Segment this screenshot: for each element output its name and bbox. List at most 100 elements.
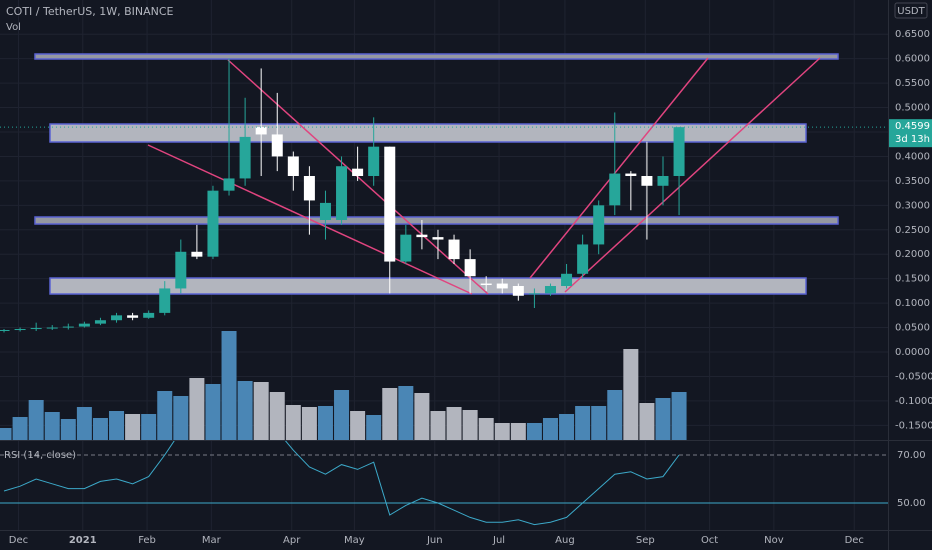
- countdown: 3d 13h: [895, 134, 930, 145]
- candle-body: [544, 286, 556, 294]
- rsi-tick-label: 70.00: [897, 450, 926, 461]
- candle-body: [609, 173, 621, 206]
- candle-body: [111, 315, 123, 321]
- chart-title: COTI / TetherUS, 1W, BINANCE: [6, 5, 174, 18]
- volume-bar: [462, 410, 478, 440]
- volume-bar: [542, 418, 558, 440]
- volume-bar: [414, 393, 430, 440]
- volume-bar: [92, 418, 108, 440]
- last-price-tag: [889, 119, 932, 148]
- volume-bar: [125, 414, 141, 440]
- volume-bar: [189, 378, 205, 440]
- rsi-label: RSI (14, close): [4, 450, 76, 461]
- x-tick-label: Oct: [701, 535, 718, 546]
- x-tick-label: Feb: [138, 535, 156, 546]
- volume-bar: [109, 411, 125, 440]
- volume-bar: [350, 411, 366, 440]
- x-tick-label: Nov: [764, 535, 784, 546]
- x-tick-label: Sep: [636, 535, 655, 546]
- volume-bar: [430, 411, 446, 440]
- currency: USDT: [897, 6, 925, 17]
- candle-body: [94, 320, 106, 324]
- volume-bar: [526, 423, 542, 440]
- rsi-plot: [3, 441, 680, 526]
- candle-body: [175, 251, 187, 289]
- volume-bar: [398, 386, 414, 440]
- candle-body: [14, 329, 26, 331]
- rsi-pane: [0, 441, 888, 526]
- candle-body: [577, 244, 589, 274]
- candle-body: [416, 234, 428, 238]
- candle-body: [319, 202, 331, 220]
- zone: [49, 123, 807, 143]
- candle-body: [207, 190, 219, 257]
- volume-bar: [334, 390, 350, 440]
- volume-bar: [221, 331, 237, 440]
- candle-body: [239, 136, 251, 179]
- last-price-label: 0.4599: [895, 121, 930, 132]
- volume-bar: [655, 398, 671, 440]
- candle-body: [30, 328, 42, 330]
- x-tick-label: May: [344, 535, 365, 546]
- y-tick-label: -0.1500: [895, 420, 932, 431]
- x-tick-label: Apr: [283, 535, 301, 546]
- volume-bar: [478, 418, 494, 440]
- candle-body: [512, 286, 524, 296]
- candle-body: [561, 273, 573, 286]
- x-tick-label: 2021: [69, 535, 97, 546]
- rsi-line: [3, 441, 680, 526]
- volume-bar: [205, 384, 221, 440]
- candle-body: [271, 134, 283, 157]
- volume-bar: [446, 407, 462, 440]
- volume-bar: [301, 407, 317, 440]
- volume-bar: [12, 417, 28, 440]
- x-tick-label: Aug: [555, 535, 575, 546]
- y-tick-label: -0.1000: [895, 396, 932, 407]
- volume-bar: [141, 414, 157, 440]
- candle-body: [625, 173, 637, 176]
- candle-body: [464, 259, 476, 277]
- y-tick-label: 0.6000: [895, 54, 930, 65]
- volume-bar: [269, 392, 285, 440]
- volume-bar: [639, 403, 655, 440]
- candle-body: [46, 327, 58, 329]
- candle-body: [255, 127, 267, 135]
- zone: [34, 53, 839, 60]
- trend-line: [529, 57, 709, 279]
- y-tick-label: 0.0500: [895, 323, 930, 334]
- candle-body: [400, 234, 412, 262]
- candle-body: [384, 146, 396, 262]
- candle-body: [287, 156, 299, 176]
- candle-body: [593, 205, 605, 245]
- x-tick-label: Dec: [845, 535, 864, 546]
- candles: [0, 58, 888, 333]
- volume-bar: [382, 388, 398, 440]
- x-tick-label: Mar: [202, 535, 222, 546]
- candle-body: [496, 283, 508, 289]
- volume-bar: [285, 405, 301, 440]
- volume-bar: [671, 392, 687, 440]
- volume-bar: [253, 382, 269, 440]
- y-tick-label: 0.3500: [895, 176, 930, 187]
- y-tick-label: 0.5500: [895, 78, 930, 89]
- candle-body: [480, 283, 492, 286]
- candle-body: [432, 237, 444, 240]
- y-tick-label: 0.0000: [895, 347, 930, 358]
- volume-bar: [623, 349, 639, 440]
- currency-box: [894, 2, 928, 19]
- volume-bar: [591, 406, 607, 440]
- candle-body: [62, 326, 74, 328]
- candle-body: [127, 315, 139, 318]
- drawings: [34, 53, 839, 295]
- volume-bar: [366, 415, 382, 440]
- candle-body: [641, 176, 653, 186]
- candle-body: [78, 323, 90, 327]
- volume-bar: [237, 381, 253, 440]
- candle-body: [336, 166, 348, 220]
- axes: 0.65000.60000.55000.50000.45000.40000.35…: [9, 29, 932, 546]
- grid: [0, 0, 888, 530]
- candle-body: [303, 176, 315, 201]
- candle-body: [657, 176, 669, 186]
- volume-pane: [0, 331, 687, 440]
